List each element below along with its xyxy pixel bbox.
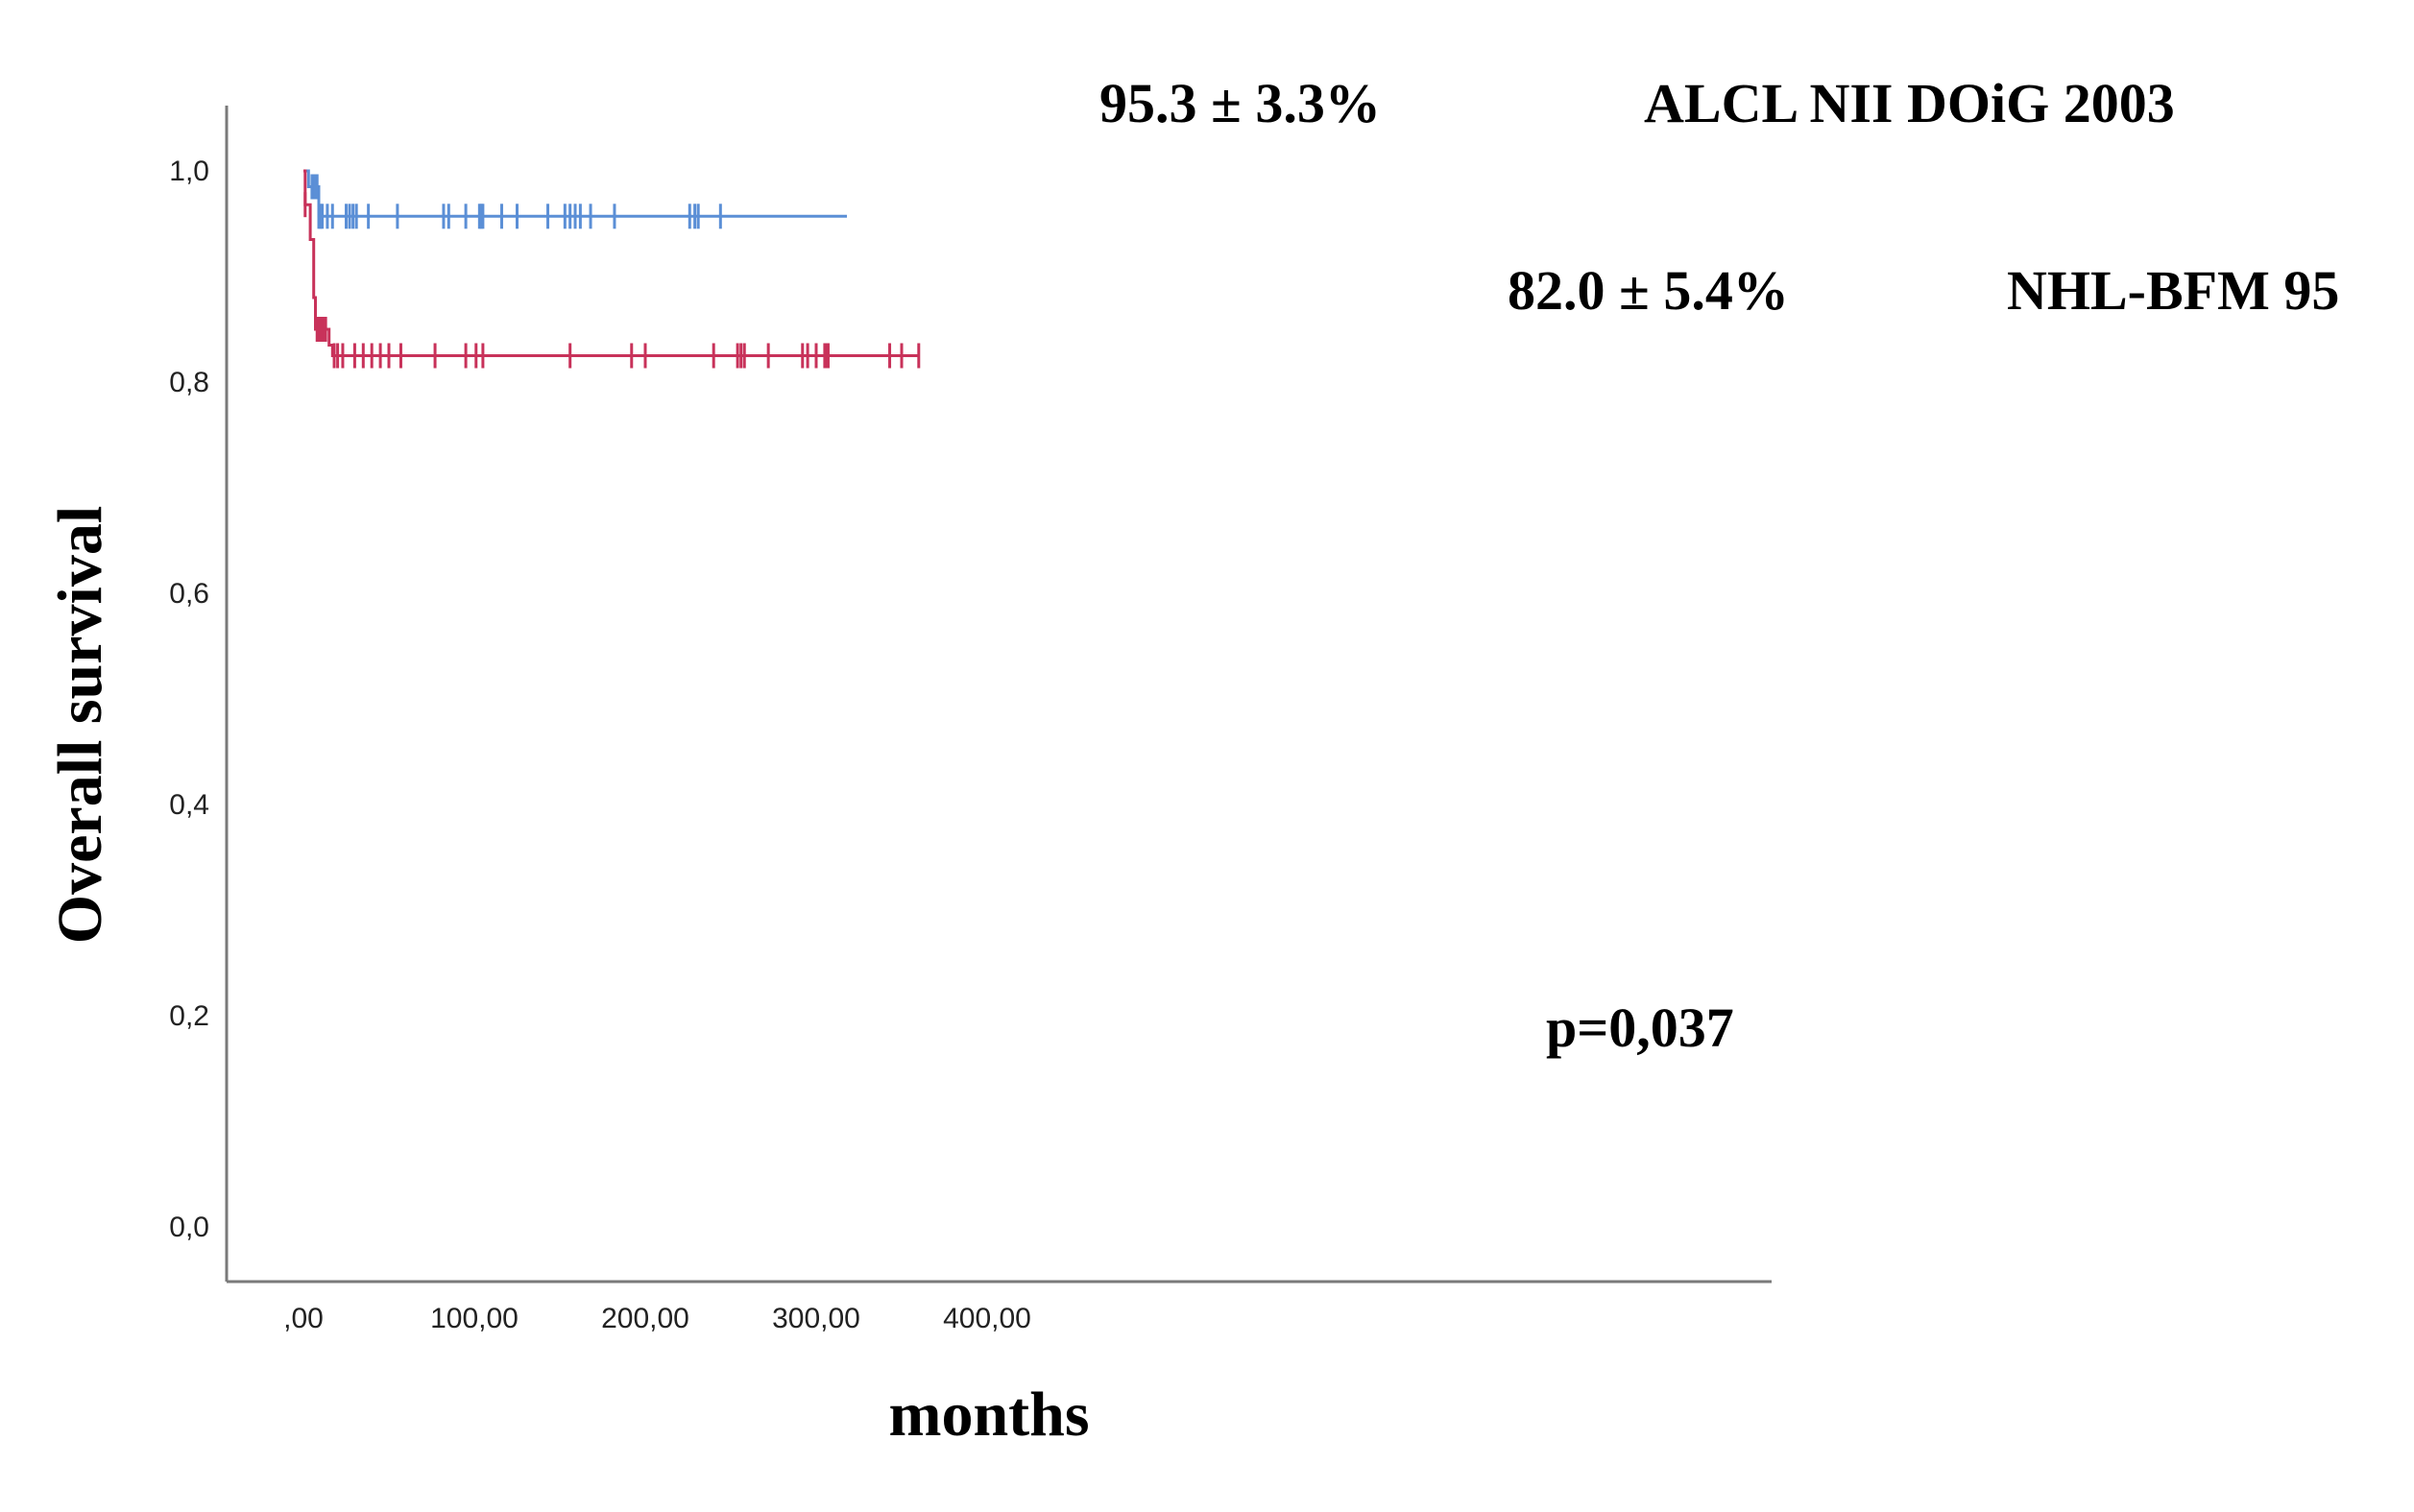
survival-curves (303, 169, 921, 369)
y-tick-label: 1,0 (169, 156, 209, 187)
y-tick-label: 0,4 (169, 789, 209, 821)
y-tick-label: 0,8 (169, 367, 209, 398)
series-1-label: ALCL NII DOiG 2003 (1644, 72, 2175, 134)
x-tick-label: 100,00 (430, 1303, 519, 1334)
x-tick-label: ,00 (283, 1303, 324, 1334)
x-tick-label: 400,00 (943, 1303, 1031, 1334)
y-tick-label: 0,2 (169, 1000, 209, 1032)
y-tick-label: 0,0 (169, 1212, 209, 1243)
x-tick-labels: ,00 100,00 200,00 300,00 400,00 (283, 1303, 1031, 1334)
series-2-estimate: 82.0 ± 5.4% (1508, 259, 1789, 322)
x-axis-title: months (888, 1380, 1089, 1450)
y-tick-label: 0,6 (169, 578, 209, 610)
x-tick-label: 300,00 (772, 1303, 860, 1334)
p-value: p=0,037 (1546, 996, 1734, 1059)
series-2-group (303, 169, 921, 369)
series-2-label: NHL-BFM 95 (2007, 259, 2339, 322)
series-1-estimate: 95.3 ± 3.3% (1099, 72, 1381, 134)
y-tick-labels: 0,0 0,2 0,4 0,6 0,8 1,0 (169, 156, 209, 1243)
series-1-group (303, 169, 847, 229)
y-axis-title: Overall survival (45, 506, 115, 944)
x-tick-label: 200,00 (601, 1303, 689, 1334)
